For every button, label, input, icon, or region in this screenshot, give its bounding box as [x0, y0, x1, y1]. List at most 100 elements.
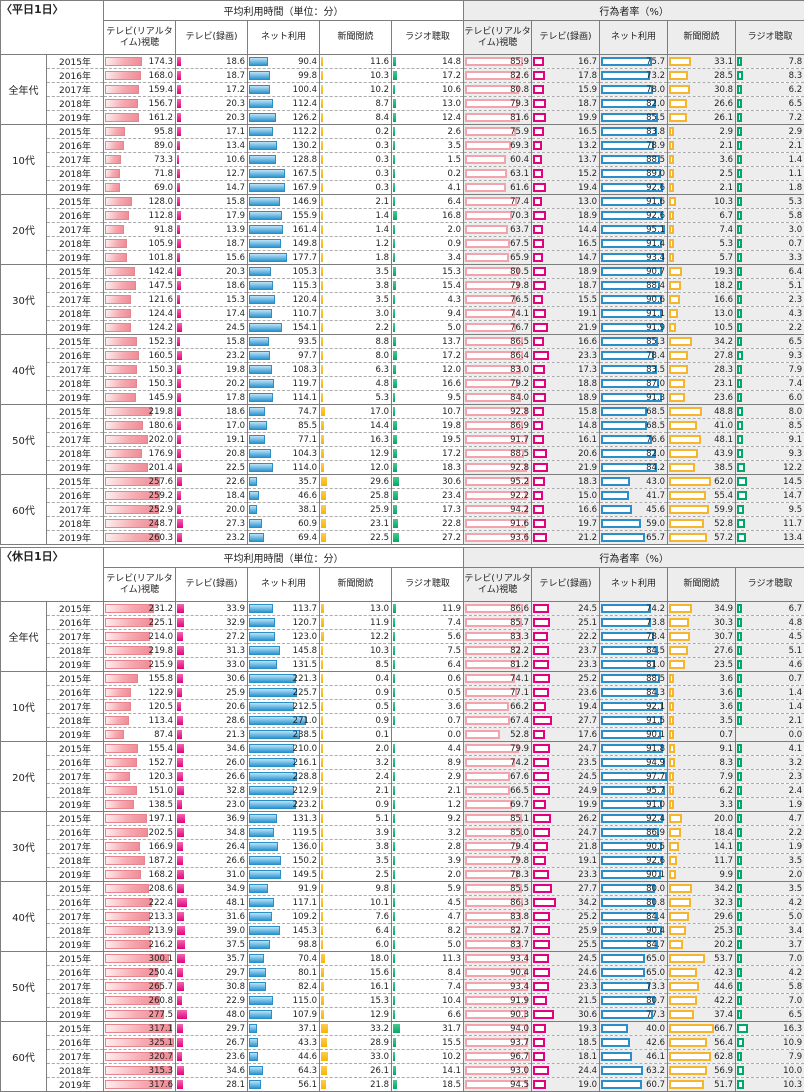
- tv_rec-rate-bar: [533, 99, 546, 108]
- time-cell-tv_live: 260.3: [104, 531, 176, 545]
- time-cell-radio: 22.8: [392, 517, 464, 531]
- tv_rec-rate-bar: [533, 968, 549, 977]
- rate-cell-tv_live: 91.7: [464, 433, 532, 447]
- tv_rec-time-value: 13.9: [226, 225, 245, 235]
- radio-time-bar: [393, 309, 395, 318]
- tv_rec-time-bar: [177, 169, 180, 178]
- tv_rec-time-bar: [177, 99, 181, 108]
- tv_live-rate-bar: [465, 183, 506, 192]
- time-cell-newspaper: 6.0: [320, 938, 392, 952]
- net-time-bar: [249, 1066, 263, 1075]
- tv_rec-time-value: 33.0: [226, 660, 245, 670]
- radio-time-bar: [393, 688, 395, 697]
- tv_live-time-bar: [105, 197, 132, 206]
- rate-cell-tv_live: 85.1: [464, 812, 532, 826]
- net-time-bar: [249, 898, 274, 907]
- rate-cell-tv_live: 76.7: [464, 321, 532, 335]
- time-cell-net: 115.0: [248, 994, 320, 1008]
- rate-cell-tv_live: 77.1: [464, 686, 532, 700]
- rate-cell-newspaper: 56.9: [668, 1064, 736, 1078]
- newspaper-rate-value: 56.9: [714, 1066, 733, 1076]
- radio-rate-bar: [737, 295, 742, 304]
- time-cell-tv_rec: 22.9: [176, 994, 248, 1008]
- tv_live-time-value: 257.6: [149, 477, 173, 487]
- radio-time-value: 2.8: [448, 842, 462, 852]
- newspaper-rate-value: 3.3: [720, 800, 734, 810]
- newspaper-rate-value: 27.6: [714, 646, 733, 656]
- rate-cell-net: 84.7: [600, 938, 668, 952]
- rate-cell-net: 90.6: [600, 293, 668, 307]
- newspaper-time-value: 10.2: [370, 85, 389, 95]
- rate-cell-newspaper: 43.9: [668, 447, 736, 461]
- radio-rate-value: 1.1: [789, 169, 803, 179]
- year-label: 2016年: [47, 966, 104, 980]
- net-time-bar: [249, 225, 283, 234]
- net-time-bar: [249, 814, 277, 823]
- tv_rec-rate-bar: [533, 225, 543, 234]
- tv_live-rate-value: 83.0: [510, 365, 529, 375]
- radio-rate-bar: [737, 85, 742, 94]
- rate-cell-tv_live: 95.2: [464, 475, 532, 489]
- rate-cell-radio: 4.8: [736, 616, 804, 630]
- time-cell-tv_live: 128.0: [104, 195, 176, 209]
- net-time-bar: [249, 674, 296, 683]
- time-cell-tv_live: 174.3: [104, 55, 176, 69]
- tv_live-time-value: 315.3: [149, 1066, 173, 1076]
- radio-rate-bar: [737, 1066, 744, 1075]
- newspaper-time-bar: [321, 477, 327, 486]
- newspaper-rate-bar: [669, 772, 674, 781]
- year-label: 2015年: [47, 195, 104, 209]
- tv_rec-rate-bar: [533, 505, 544, 514]
- radio-time-value: 0.0: [448, 730, 462, 740]
- net-rate-value: 73.2: [646, 71, 665, 81]
- tv_live-time-bar: [105, 393, 136, 402]
- radio-time-value: 8.2: [448, 926, 462, 936]
- rate-cell-newspaper: 56.4: [668, 1036, 736, 1050]
- rate-cell-newspaper: 34.2: [668, 882, 736, 896]
- radio-time-bar: [393, 435, 397, 444]
- net-time-bar: [249, 309, 272, 318]
- time-cell-tv_live: 69.0: [104, 181, 176, 195]
- tv_live-time-value: 176.9: [149, 449, 173, 459]
- net-time-value: 99.8: [298, 71, 317, 81]
- rate-cell-tv_live: 67.5: [464, 237, 532, 251]
- radio-rate-bar: [737, 842, 742, 851]
- radio-time-bar: [393, 996, 395, 1005]
- year-label: 2017年: [47, 83, 104, 97]
- time-cell-net: 155.9: [248, 209, 320, 223]
- radio-rate-value: 5.0: [789, 912, 803, 922]
- tv_rec-time-bar: [177, 702, 181, 711]
- tv_live-rate-value: 86.9: [510, 421, 529, 431]
- net-time-value: 149.8: [293, 239, 317, 249]
- tv_live-time-bar: [105, 407, 152, 416]
- net-rate-value: 91.1: [646, 309, 665, 319]
- radio-time-bar: [393, 954, 395, 963]
- age-group-label: 30代: [1, 812, 47, 882]
- time-cell-tv_rec: 17.9: [176, 209, 248, 223]
- tv_rec-rate-value: 25.1: [578, 618, 597, 628]
- time-cell-newspaper: 2.1: [320, 195, 392, 209]
- net-time-bar: [249, 183, 285, 192]
- rate-cell-newspaper: 62.0: [668, 475, 736, 489]
- radio-rate-bar: [737, 505, 743, 514]
- tv_rec-rate-bar: [533, 379, 546, 388]
- radio-rate-value: 10.0: [783, 1066, 802, 1076]
- rate-cell-net: 60.7: [600, 1078, 668, 1092]
- radio-time-value: 14.1: [442, 1066, 461, 1076]
- rate-cell-radio: 5.3: [736, 195, 804, 209]
- radio-rate-bar: [737, 982, 742, 991]
- tv_rec-time-value: 12.7: [226, 169, 245, 179]
- tv_rec-time-bar: [177, 884, 184, 893]
- net-time-value: 108.3: [293, 365, 317, 375]
- rate-cell-net: 73.2: [600, 69, 668, 83]
- year-label: 2015年: [47, 602, 104, 616]
- newspaper-rate-bar: [669, 393, 685, 402]
- newspaper-time-bar: [321, 197, 323, 206]
- newspaper-time-value: 8.8: [375, 337, 389, 347]
- net-time-value: 100.4: [293, 85, 317, 95]
- newspaper-rate-bar: [669, 1066, 707, 1075]
- time-cell-tv_rec: 22.6: [176, 475, 248, 489]
- radio-time-bar: [393, 141, 395, 150]
